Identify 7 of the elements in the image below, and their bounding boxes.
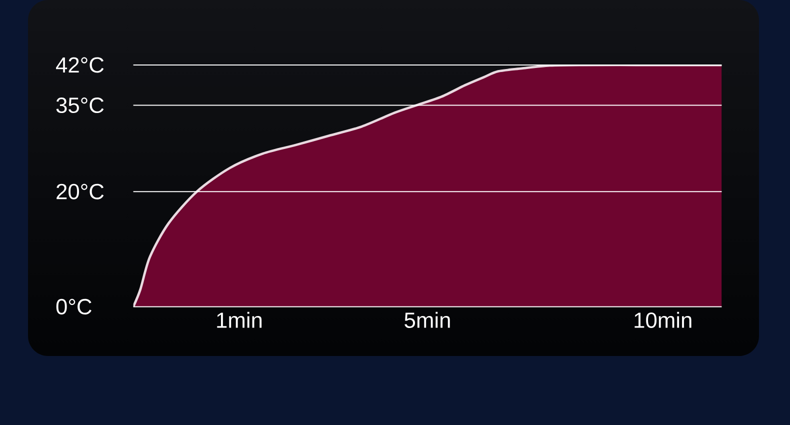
y-tick-label: 35°C bbox=[56, 98, 104, 114]
x-tick-label: 10min bbox=[634, 312, 692, 328]
x-tick-label: 5min bbox=[404, 312, 450, 328]
x-tick-label: 1min bbox=[217, 312, 262, 328]
y-tick-label: 0°C bbox=[56, 298, 92, 314]
y-tick-label: 42°C bbox=[56, 57, 104, 73]
y-tick-label: 20°C bbox=[56, 184, 104, 200]
